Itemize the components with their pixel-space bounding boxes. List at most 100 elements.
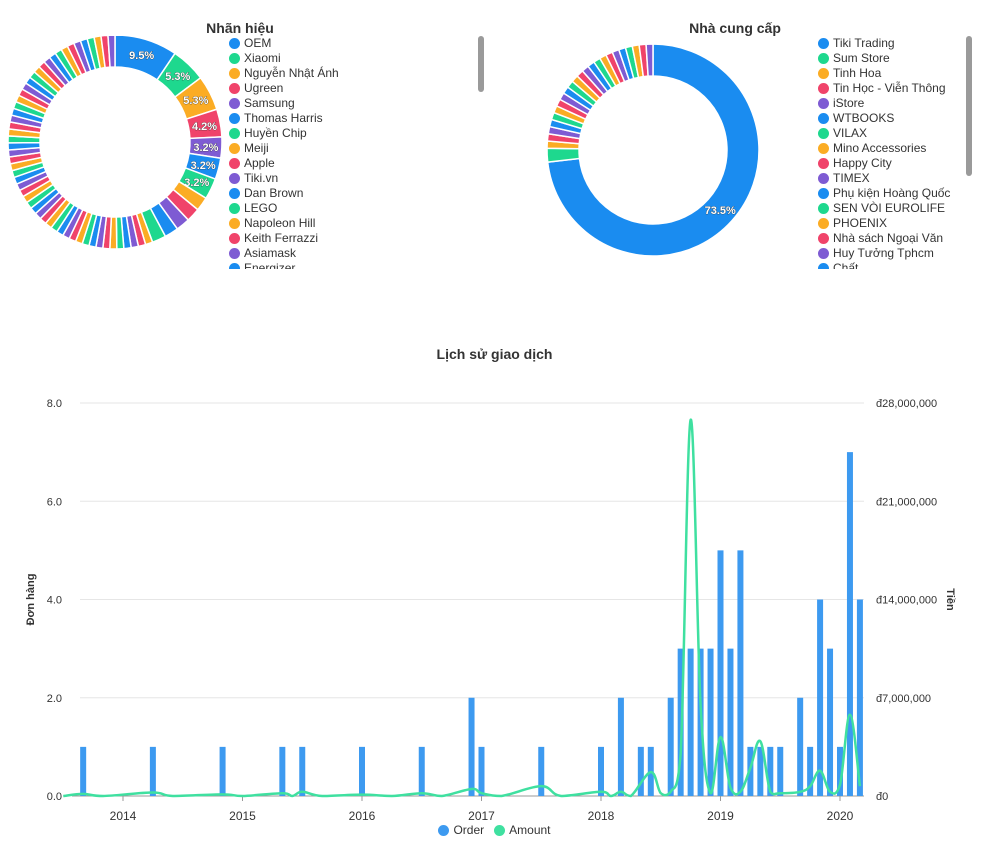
order-bar[interactable] [468, 697, 475, 796]
legend-item[interactable]: Mino Accessories [818, 141, 968, 156]
legend-item[interactable]: Phụ kiện Hoàng Quốc [818, 186, 968, 201]
legend-marker [229, 203, 240, 214]
legend-item[interactable]: Tiki Trading [818, 36, 968, 51]
legend-item[interactable]: Tiki.vn [229, 171, 469, 186]
order-bar[interactable] [817, 599, 824, 797]
order-bar[interactable] [837, 746, 843, 796]
legend-item[interactable]: Nguyễn Nhật Ánh [229, 66, 469, 81]
legend-item-amount[interactable]: Amount [494, 823, 551, 838]
order-bar[interactable] [80, 746, 87, 796]
legend-marker [229, 173, 240, 184]
legend-item[interactable]: LEGO [229, 201, 469, 216]
order-bar[interactable] [598, 746, 604, 796]
legend-item[interactable]: Chất [818, 261, 968, 269]
legend-item[interactable]: Nhà sách Ngoại Văn [818, 231, 968, 246]
brand-donut-chart: 9.5% 5.3% 5.3% 4.2% 3.2% 3.2% 3.2% [7, 36, 223, 250]
legend-item[interactable]: Keith Ferrazzi [229, 231, 469, 246]
legend-label: Xiaomi [244, 51, 281, 65]
y-left-tick-label: 2.0 [47, 693, 62, 705]
legend-marker [229, 53, 240, 64]
order-bar[interactable] [707, 648, 714, 796]
order-bar[interactable] [359, 746, 365, 796]
y-right-tick-label: đ28,000,000 [876, 398, 937, 410]
legend-item[interactable]: Tin Học - Viễn Thông [818, 81, 968, 96]
slice-data-label: 5.3% [183, 95, 208, 107]
legend-marker [229, 218, 240, 229]
donut-slice[interactable] [546, 43, 760, 257]
donut-slice[interactable] [645, 43, 654, 77]
order-bar[interactable] [219, 746, 226, 796]
legend-item[interactable]: iStore [818, 96, 968, 111]
brand-legend-scrollbar[interactable] [478, 36, 484, 92]
legend-label: iStore [833, 96, 865, 110]
legend-label: Thomas Harris [244, 111, 323, 125]
order-bar[interactable] [637, 746, 644, 796]
order-bar[interactable] [478, 746, 485, 796]
order-bar[interactable] [797, 697, 804, 796]
supplier-legend: Tiki Trading Sum Store Tinh Hoa Tin Học - V… [818, 36, 968, 269]
y-right-tick-label: đ0 [876, 791, 888, 803]
legend-item[interactable]: Apple [229, 156, 469, 171]
order-bar[interactable] [777, 746, 784, 796]
order-legend-marker [438, 825, 450, 836]
order-bar[interactable] [149, 746, 156, 796]
legend-item[interactable]: Xiaomi [229, 51, 469, 66]
legend-marker [229, 68, 240, 79]
legend-item[interactable]: Samsung [229, 96, 469, 111]
legend-item[interactable]: Thomas Harris [229, 111, 469, 126]
legend-marker [818, 218, 829, 229]
legend-marker [229, 233, 240, 244]
legend-item[interactable]: Sum Store [818, 51, 968, 66]
history-chart-title: Lịch sử giao dịch [436, 346, 553, 362]
legend-item[interactable]: Huyền Chip [229, 126, 469, 141]
order-bar[interactable] [827, 648, 834, 796]
order-bar[interactable] [667, 697, 674, 796]
legend-item[interactable]: Napoleon Hill [229, 216, 469, 231]
legend-item[interactable]: PHOENIX [818, 216, 968, 231]
legend-item[interactable]: Happy City [818, 156, 968, 171]
legend-marker [818, 173, 829, 184]
donut-slice[interactable] [107, 36, 116, 68]
legend-label: Huyền Chip [244, 126, 307, 140]
legend-item[interactable]: Huy Tưởng Tphcm [818, 246, 968, 261]
x-tick-label: 2019 [707, 809, 734, 823]
order-bar[interactable] [727, 648, 734, 796]
legend-item[interactable]: Dan Brown [229, 186, 469, 201]
legend-marker [818, 158, 829, 169]
y-right-tick-label: đ21,000,000 [876, 496, 937, 508]
legend-item[interactable]: Tinh Hoa [818, 66, 968, 81]
order-bar[interactable] [737, 550, 744, 796]
order-bar[interactable] [538, 746, 545, 796]
order-bar[interactable] [757, 746, 764, 796]
legend-label: Tiki Trading [833, 36, 895, 50]
order-bar[interactable] [846, 452, 853, 796]
legend-item[interactable]: WTBOOKS [818, 111, 968, 126]
order-bar[interactable] [279, 746, 286, 796]
legend-item[interactable]: Asiamask [229, 246, 469, 261]
slice-data-label: 3.2% [184, 177, 209, 189]
order-bar[interactable] [617, 697, 624, 796]
legend-marker [818, 38, 829, 49]
legend-item[interactable]: SEN VÒI EUROLIFE [818, 201, 968, 216]
legend-item[interactable]: Energizer [229, 261, 469, 269]
legend-item[interactable]: Ugreen [229, 81, 469, 96]
legend-item-order[interactable]: Order [438, 823, 484, 838]
legend-marker [818, 203, 829, 214]
amount-line[interactable] [63, 418, 862, 798]
x-tick-label: 2018 [588, 809, 615, 823]
order-bar[interactable] [299, 746, 306, 796]
y-left-tick-label: 4.0 [47, 595, 62, 607]
order-bar[interactable] [418, 746, 425, 796]
legend-item[interactable]: OEM [229, 36, 469, 51]
order-bar[interactable] [687, 648, 694, 796]
legend-item[interactable]: Meiji [229, 141, 469, 156]
legend-item[interactable]: VILAX [818, 126, 968, 141]
legend-label: Huy Tưởng Tphcm [833, 246, 934, 260]
brand-chart-title: Nhãn hiệu [206, 20, 274, 36]
order-bar[interactable] [807, 746, 814, 796]
supplier-legend-scrollbar[interactable] [966, 36, 972, 176]
legend-item[interactable]: TIMEX [818, 171, 968, 186]
order-bar[interactable] [767, 746, 774, 796]
order-bar[interactable] [717, 550, 724, 796]
order-bar[interactable] [856, 599, 863, 797]
